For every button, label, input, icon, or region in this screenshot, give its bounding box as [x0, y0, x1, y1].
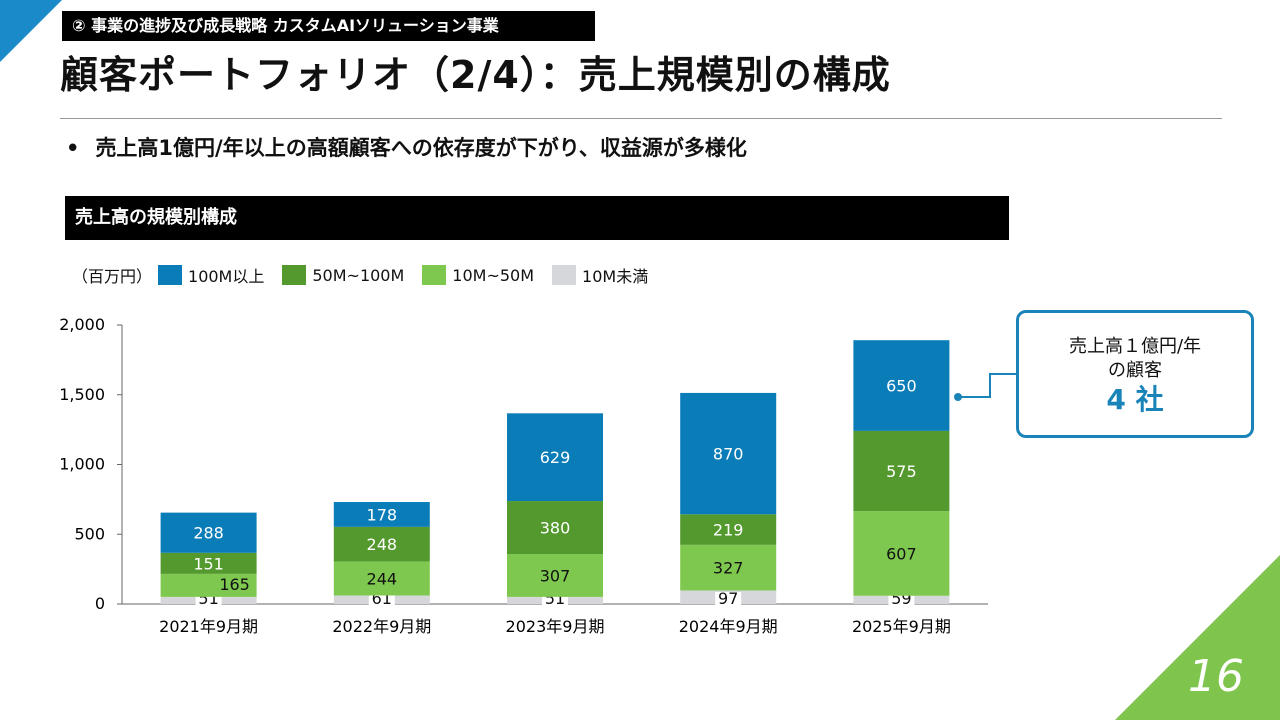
page-number: 16	[1188, 651, 1244, 702]
bar-segment	[507, 501, 603, 555]
legend-swatch	[158, 265, 183, 285]
bullet-point: • 売上高1億円/年以上の高額顧客への依存度が下がり、収益源が多様化	[66, 132, 747, 162]
data-label-bg	[368, 592, 395, 606]
legend-label: 10M~50M	[452, 265, 535, 285]
callout-count: 4 社	[1106, 383, 1164, 416]
data-label: 165	[219, 575, 250, 594]
x-tick-label: 2024年9月期	[679, 617, 778, 636]
chart-legend: （百万円） 100M以上 50M~100M 10M~50M 10M未満	[72, 263, 666, 287]
bar-segment	[160, 512, 257, 553]
data-label: 248	[367, 535, 398, 554]
legend-label: 10M未満	[582, 267, 649, 286]
bar-segment	[680, 544, 777, 591]
legend-item-under-10m: 10M未満	[552, 263, 648, 287]
bar-segment	[507, 413, 603, 502]
legend-swatch	[422, 265, 447, 285]
x-tick-label: 2023年9月期	[506, 617, 605, 636]
corner-accent-bottom-right	[1115, 555, 1280, 720]
data-label: 307	[540, 566, 571, 585]
bar-segment	[853, 430, 950, 512]
y-tick-label: 1,000	[59, 455, 105, 474]
corner-accent-top-left	[0, 0, 62, 62]
x-tick-label: 2025年9月期	[852, 617, 951, 636]
bar-segment	[853, 511, 950, 596]
data-label: 607	[886, 544, 917, 563]
bar-segment	[160, 573, 257, 597]
data-label: 151	[193, 554, 224, 573]
unit-label: （百万円）	[72, 267, 153, 286]
bar-segment	[680, 392, 777, 515]
data-label: 97	[718, 589, 738, 608]
data-label: 178	[367, 505, 398, 524]
bullet-dot: •	[66, 136, 80, 160]
data-label: 219	[713, 521, 744, 540]
legend-swatch	[552, 265, 577, 285]
data-label-bg	[715, 592, 742, 606]
x-tick-label: 2021年9月期	[159, 617, 258, 636]
data-label: 380	[540, 519, 571, 538]
data-label: 650	[886, 377, 917, 396]
callout-line1: 売上高１億円/年	[1068, 336, 1202, 357]
legend-item-10m-50m: 10M~50M	[422, 265, 534, 285]
data-label: 244	[367, 569, 398, 588]
page-title: 顧客ポートフォリオ（2/4）：売上規模別の構成	[60, 53, 891, 97]
callout-line2: の顧客	[1108, 360, 1162, 381]
bar-segment	[507, 554, 603, 597]
bar-segment	[333, 526, 430, 562]
data-label: 575	[886, 462, 917, 481]
data-label: 870	[713, 445, 744, 464]
section-tag: ② 事業の進捗及び成長戦略 カスタムAIソリューション事業	[62, 11, 595, 41]
title-divider	[60, 118, 1222, 119]
data-label: 629	[540, 448, 571, 467]
legend-label: 50M~100M	[312, 265, 405, 285]
legend-item-100m-plus: 100M以上	[158, 263, 264, 287]
y-tick-label: 1,500	[59, 385, 105, 404]
callout-connector-line	[958, 373, 1016, 398]
bar-segment	[853, 340, 950, 431]
legend-item-50m-100m: 50M~100M	[282, 265, 404, 285]
bar-segment	[333, 561, 430, 596]
legend-label: 100M以上	[188, 267, 265, 286]
data-label: 288	[193, 524, 224, 543]
bar-segment	[160, 552, 257, 574]
data-label: 327	[713, 559, 744, 578]
bullet-text: 売上高1億円/年以上の高額顧客への依存度が下がり、収益源が多様化	[95, 136, 747, 160]
y-tick-label: 0	[95, 594, 105, 613]
legend-swatch	[282, 265, 307, 285]
y-tick-label: 2,000	[59, 315, 105, 334]
callout-box: 売上高１億円/年 の顧客 4 社	[1016, 310, 1254, 438]
y-tick-label: 500	[74, 524, 105, 543]
chart-header: 売上高の規模別構成	[65, 196, 1009, 240]
bar-segment	[680, 514, 777, 545]
x-tick-label: 2022年9月期	[332, 617, 431, 636]
bar-segment	[333, 502, 430, 527]
